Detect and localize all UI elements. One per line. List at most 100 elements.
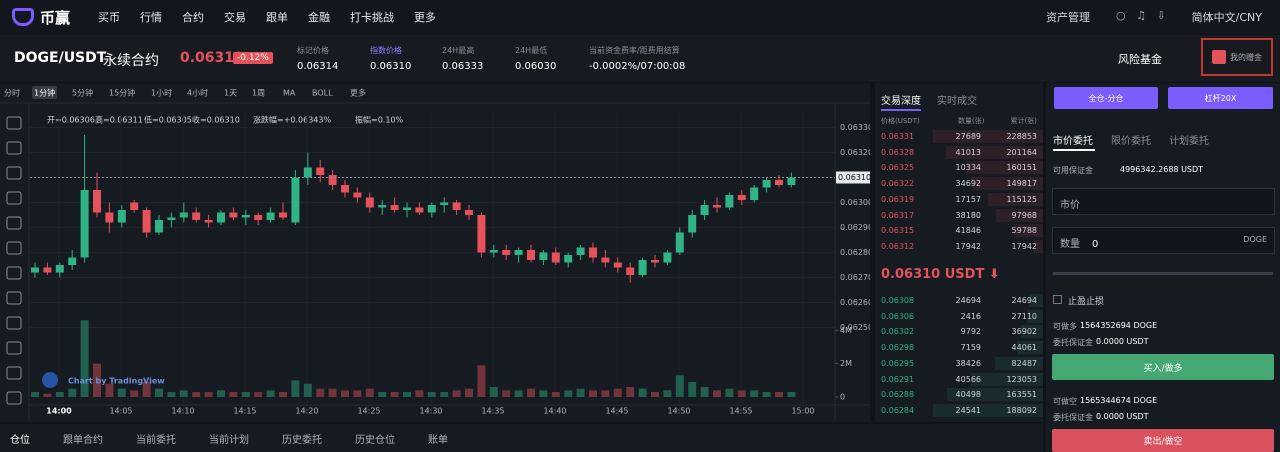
nav-item[interactable]: 更多 (414, 11, 437, 24)
drawing-tool[interactable] (6, 266, 22, 280)
gift-label: 我的赠金 (1230, 52, 1262, 62)
book-row[interactable]: 0.06331 27689 228853 (875, 129, 1043, 144)
toolbar-item[interactable]: 更多 (350, 88, 366, 98)
volume-bar (93, 363, 101, 397)
nav-item[interactable]: 交易 (224, 11, 247, 24)
symbol[interactable]: DOGE/USDT (14, 50, 107, 66)
toolbar-item[interactable]: 1小时 (151, 88, 172, 98)
drawing-tool[interactable] (6, 166, 22, 180)
slider[interactable] (1053, 272, 1273, 275)
order-tab[interactable]: 市价委托 (1053, 136, 1093, 147)
candle-body (440, 202, 449, 205)
book-price: 0.06291 (881, 374, 915, 384)
lang-menu[interactable]: 简体中文/CNY (1191, 11, 1262, 24)
depth-bar (966, 161, 1043, 175)
contract-type[interactable]: 永续合约 (103, 53, 159, 69)
last-price: 0.06310 (180, 50, 244, 66)
toolbar-item[interactable]: 分时 (4, 88, 20, 98)
nav-item[interactable]: 打卡挑战 (350, 11, 395, 24)
bottom-tab[interactable]: 仓位 (10, 434, 30, 446)
gift-button[interactable]: 我的赠金 (1201, 38, 1273, 76)
order-panel: 全仓-分仓 杠杆20X 市价委托 限价委托 计划委托 可用保证金 4996342.2688 … (1046, 83, 1280, 452)
drawing-tool[interactable] (6, 141, 22, 155)
logo[interactable]: 币赢 (12, 7, 70, 28)
nav-item[interactable]: 金融 (308, 11, 331, 24)
candle-body (68, 257, 77, 265)
depth-bar (971, 177, 1043, 191)
drawing-tool[interactable] (6, 116, 22, 130)
toolbar-item[interactable]: BOLL (312, 89, 333, 98)
current-price-label: 0.06310 (838, 173, 870, 182)
qty-input[interactable]: 数量 0 DOGE (1052, 227, 1275, 254)
drawing-tool[interactable] (6, 216, 22, 230)
book-row[interactable]: 0.06302 9792 36902 (875, 324, 1043, 339)
toolbar-item[interactable]: 1天 (224, 89, 237, 98)
book-row[interactable]: 0.06308 24694 24694 (875, 293, 1043, 308)
drawing-tool[interactable] (6, 341, 22, 355)
candle-body (589, 247, 597, 258)
drawing-tool[interactable] (6, 291, 22, 305)
book-row[interactable]: 0.06312 17942 17942 (875, 239, 1043, 254)
drawing-tool[interactable] (6, 316, 22, 330)
leverage-button[interactable]: 杠杆20X (1168, 87, 1273, 109)
toolbar-item[interactable]: 15分钟 (109, 88, 135, 98)
volume-tick-label: 2M (840, 359, 852, 368)
drawing-tool[interactable] (6, 366, 22, 380)
risk-fund[interactable]: 风险基金 (1118, 53, 1162, 66)
bottom-tab[interactable]: 当前委托 (136, 434, 176, 446)
bottom-tab[interactable]: 历史委托 (282, 434, 322, 446)
price-input[interactable]: 市价 (1052, 188, 1275, 215)
volume-bar (390, 392, 399, 397)
depth-bar (1014, 224, 1043, 238)
toolbar-item[interactable]: MA (283, 89, 296, 98)
book-row[interactable]: 0.06295 38426 82487 (875, 356, 1043, 371)
book-row[interactable]: 0.06315 41846 59788 (875, 223, 1043, 238)
book-row[interactable]: 0.06298 7159 44061 (875, 340, 1043, 355)
buy-button[interactable]: 买入/做多 (1052, 354, 1274, 380)
tab-underline (1053, 149, 1095, 151)
book-row[interactable]: 0.06306 2416 27110 (875, 309, 1043, 324)
candle-body (365, 197, 374, 208)
book-row[interactable]: 0.06322 34692 149817 (875, 176, 1043, 191)
nav-item[interactable]: 合约 (182, 11, 205, 24)
book-tab[interactable]: 实时成交 (937, 96, 977, 107)
book-row[interactable]: 0.06319 17157 115125 (875, 192, 1043, 207)
short-label: 可做空 (1053, 397, 1077, 406)
drawing-tool[interactable] (6, 241, 22, 255)
asset-menu[interactable]: 资产管理 (1046, 11, 1090, 24)
nav-item[interactable]: 买币 (98, 11, 121, 24)
volume-bar (700, 387, 709, 397)
book-row[interactable]: 0.06325 10334 160151 (875, 160, 1043, 175)
toolbar-item[interactable]: 4小时 (187, 88, 208, 98)
bottom-tab[interactable]: 当前计划 (209, 434, 249, 446)
toolbar-item[interactable]: 1分钟 (34, 88, 55, 98)
toolbar-item[interactable]: 5分钟 (72, 88, 93, 98)
checkbox[interactable] (1053, 295, 1062, 304)
book-tab[interactable]: 交易深度 (881, 96, 921, 107)
candle-body (502, 250, 511, 255)
book-row[interactable]: 0.06288 40498 163551 (875, 387, 1043, 402)
nav-item[interactable]: 跟单 (266, 11, 289, 24)
book-row[interactable]: 0.06284 24541 188092 (875, 403, 1043, 418)
nav-item[interactable]: 行情 (140, 11, 163, 24)
candle-body (279, 212, 287, 218)
sell-button[interactable]: 卖出/做空 (1052, 429, 1274, 452)
toolbar-item[interactable]: 1周 (252, 89, 265, 98)
book-qty: 2416 (960, 311, 981, 321)
book-cum: 44061 (1011, 343, 1037, 353)
book-row[interactable]: 0.06328 41013 201164 (875, 145, 1043, 160)
drawing-tool[interactable] (6, 391, 22, 405)
bottom-tab[interactable]: 账单 (428, 434, 448, 446)
candle-body (266, 212, 275, 220)
book-row[interactable]: 0.06291 40566 123053 (875, 372, 1043, 387)
order-tab[interactable]: 计划委托 (1169, 136, 1209, 147)
drawing-tool[interactable] (6, 191, 22, 205)
bottom-tab[interactable]: 历史仓位 (355, 434, 395, 446)
bottom-tab[interactable]: 跟单合约 (63, 434, 103, 446)
book-row[interactable]: 0.06317 38180 97968 (875, 208, 1043, 223)
candle-body (130, 202, 139, 210)
depth-bar (947, 388, 1043, 402)
order-tab[interactable]: 限价委托 (1111, 136, 1151, 147)
candle-body (241, 215, 250, 218)
margin-mode-button[interactable]: 全仓-分仓 (1054, 87, 1158, 109)
